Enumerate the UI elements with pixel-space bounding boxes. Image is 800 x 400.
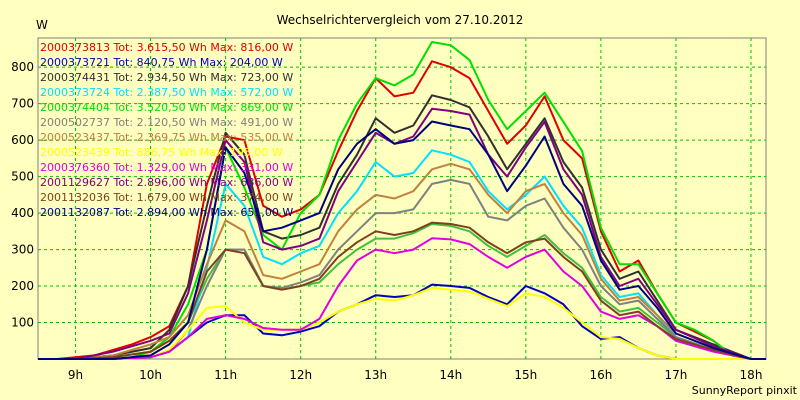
legend-entry: 2000373724 Tot: 2.387,50 Wh Max: 572,00 … bbox=[40, 86, 293, 99]
legend-entry: 2000373813 Tot: 3.615,50 Wh Max: 816,00 … bbox=[40, 41, 293, 54]
legend-entry: 2001132087 Tot: 2.894,00 Wh Max: 651,00 … bbox=[40, 206, 293, 219]
legend-entry: 2000523437 Tot: 2.369,75 Wh Max: 535,00 … bbox=[40, 131, 293, 144]
series-line-0 bbox=[38, 60, 766, 360]
x-tick-labels: 9h 10h 11h 12h 13h 14h 15h 16h 17h 18h bbox=[68, 368, 763, 382]
series-line-10 bbox=[38, 221, 766, 360]
y-tick-label: 100 bbox=[11, 316, 34, 330]
series-line-5 bbox=[38, 178, 766, 360]
y-tick-label: 400 bbox=[11, 206, 34, 220]
y-tick-label: 200 bbox=[11, 279, 34, 293]
x-tick-label: 12h bbox=[289, 368, 312, 382]
series-line-9 bbox=[38, 107, 766, 360]
legend-entry: 2001129627 Tot: 2.896,00 Wh Max: 686,00 … bbox=[40, 176, 293, 189]
series-line-2 bbox=[38, 94, 766, 360]
series-line-6 bbox=[38, 162, 766, 360]
legend-entry: 2000373721 Tot: 840,75 Wh Max: 204,00 W bbox=[40, 56, 283, 69]
y-axis-unit: W bbox=[36, 18, 48, 32]
legend: 2000373813 Tot: 3.615,50 Wh Max: 816,00 … bbox=[40, 41, 293, 219]
x-tick-label: 10h bbox=[139, 368, 162, 382]
y-tick-label: 600 bbox=[11, 133, 34, 147]
series-line-8 bbox=[38, 237, 766, 360]
legend-entry: 2000523439 Tot: 886,75 Wh Max: 195,00 W bbox=[40, 146, 283, 159]
y-tick-label: 800 bbox=[11, 60, 34, 74]
x-tick-label: 9h bbox=[68, 368, 83, 382]
legend-entry: 2000374404 Tot: 3.520,50 Wh Max: 869,00 … bbox=[40, 101, 293, 114]
x-tick-label: 14h bbox=[439, 368, 462, 382]
series-line-7 bbox=[38, 286, 766, 360]
y-tick-label: 700 bbox=[11, 97, 34, 111]
legend-entry: 2000376360 Tot: 1.329,00 Wh Max: 331,00 … bbox=[40, 161, 293, 174]
footer-credit: SunnyReport pinxit bbox=[692, 384, 798, 397]
x-tick-label: 13h bbox=[364, 368, 387, 382]
x-tick-label: 18h bbox=[740, 368, 763, 382]
legend-entry: 2000374431 Tot: 2.934,50 Wh Max: 723,00 … bbox=[40, 71, 293, 84]
chart-title: Wechselrichtervergleich vom 27.10.2012 bbox=[277, 13, 524, 27]
legend-entry: 2000502737 Tot: 2.120,50 Wh Max: 491,00 … bbox=[40, 116, 293, 129]
x-tick-label: 16h bbox=[589, 368, 612, 382]
y-tick-label: 500 bbox=[11, 170, 34, 184]
legend-entry: 2001132036 Tot: 1.679,00 Wh Max: 374,00 … bbox=[40, 191, 293, 204]
x-tick-label: 15h bbox=[514, 368, 537, 382]
series-line-11 bbox=[38, 120, 766, 360]
x-tick-label: 17h bbox=[665, 368, 688, 382]
y-tick-labels: 100 200 300 400 500 600 700 800 bbox=[11, 60, 34, 329]
series-lines bbox=[38, 41, 766, 360]
x-tick-label: 11h bbox=[214, 368, 237, 382]
series-line-4 bbox=[38, 41, 766, 360]
y-tick-label: 300 bbox=[11, 243, 34, 257]
